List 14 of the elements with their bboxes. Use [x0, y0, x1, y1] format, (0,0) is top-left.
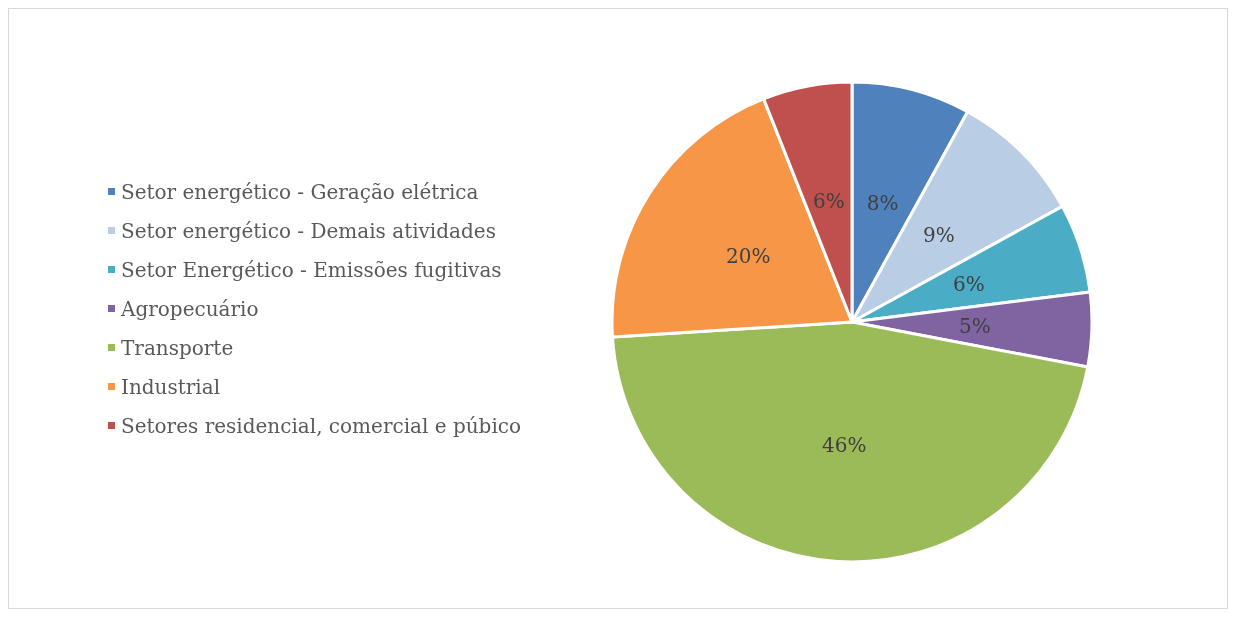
data-label: 20%: [725, 244, 771, 269]
data-label: 46%: [822, 432, 867, 457]
data-label: 6%: [813, 189, 845, 214]
data-label: 5%: [959, 313, 991, 338]
data-label: 8%: [866, 190, 899, 215]
legend-label: Agropecuário: [120, 296, 259, 321]
legend-label: Setor Energético - Emissões fugitivas: [121, 257, 502, 282]
legend-label: Setores residencial, comercial e púbico: [121, 413, 522, 438]
data-label: 6%: [953, 271, 985, 296]
legend-label: Industrial: [121, 374, 221, 399]
legend-label: Setor energético - Demais atividades: [121, 218, 496, 243]
legend-label: Setor energético - Geração elétrica: [121, 179, 479, 204]
legend-label: Transporte: [121, 335, 234, 360]
data-label: 9%: [923, 223, 955, 248]
